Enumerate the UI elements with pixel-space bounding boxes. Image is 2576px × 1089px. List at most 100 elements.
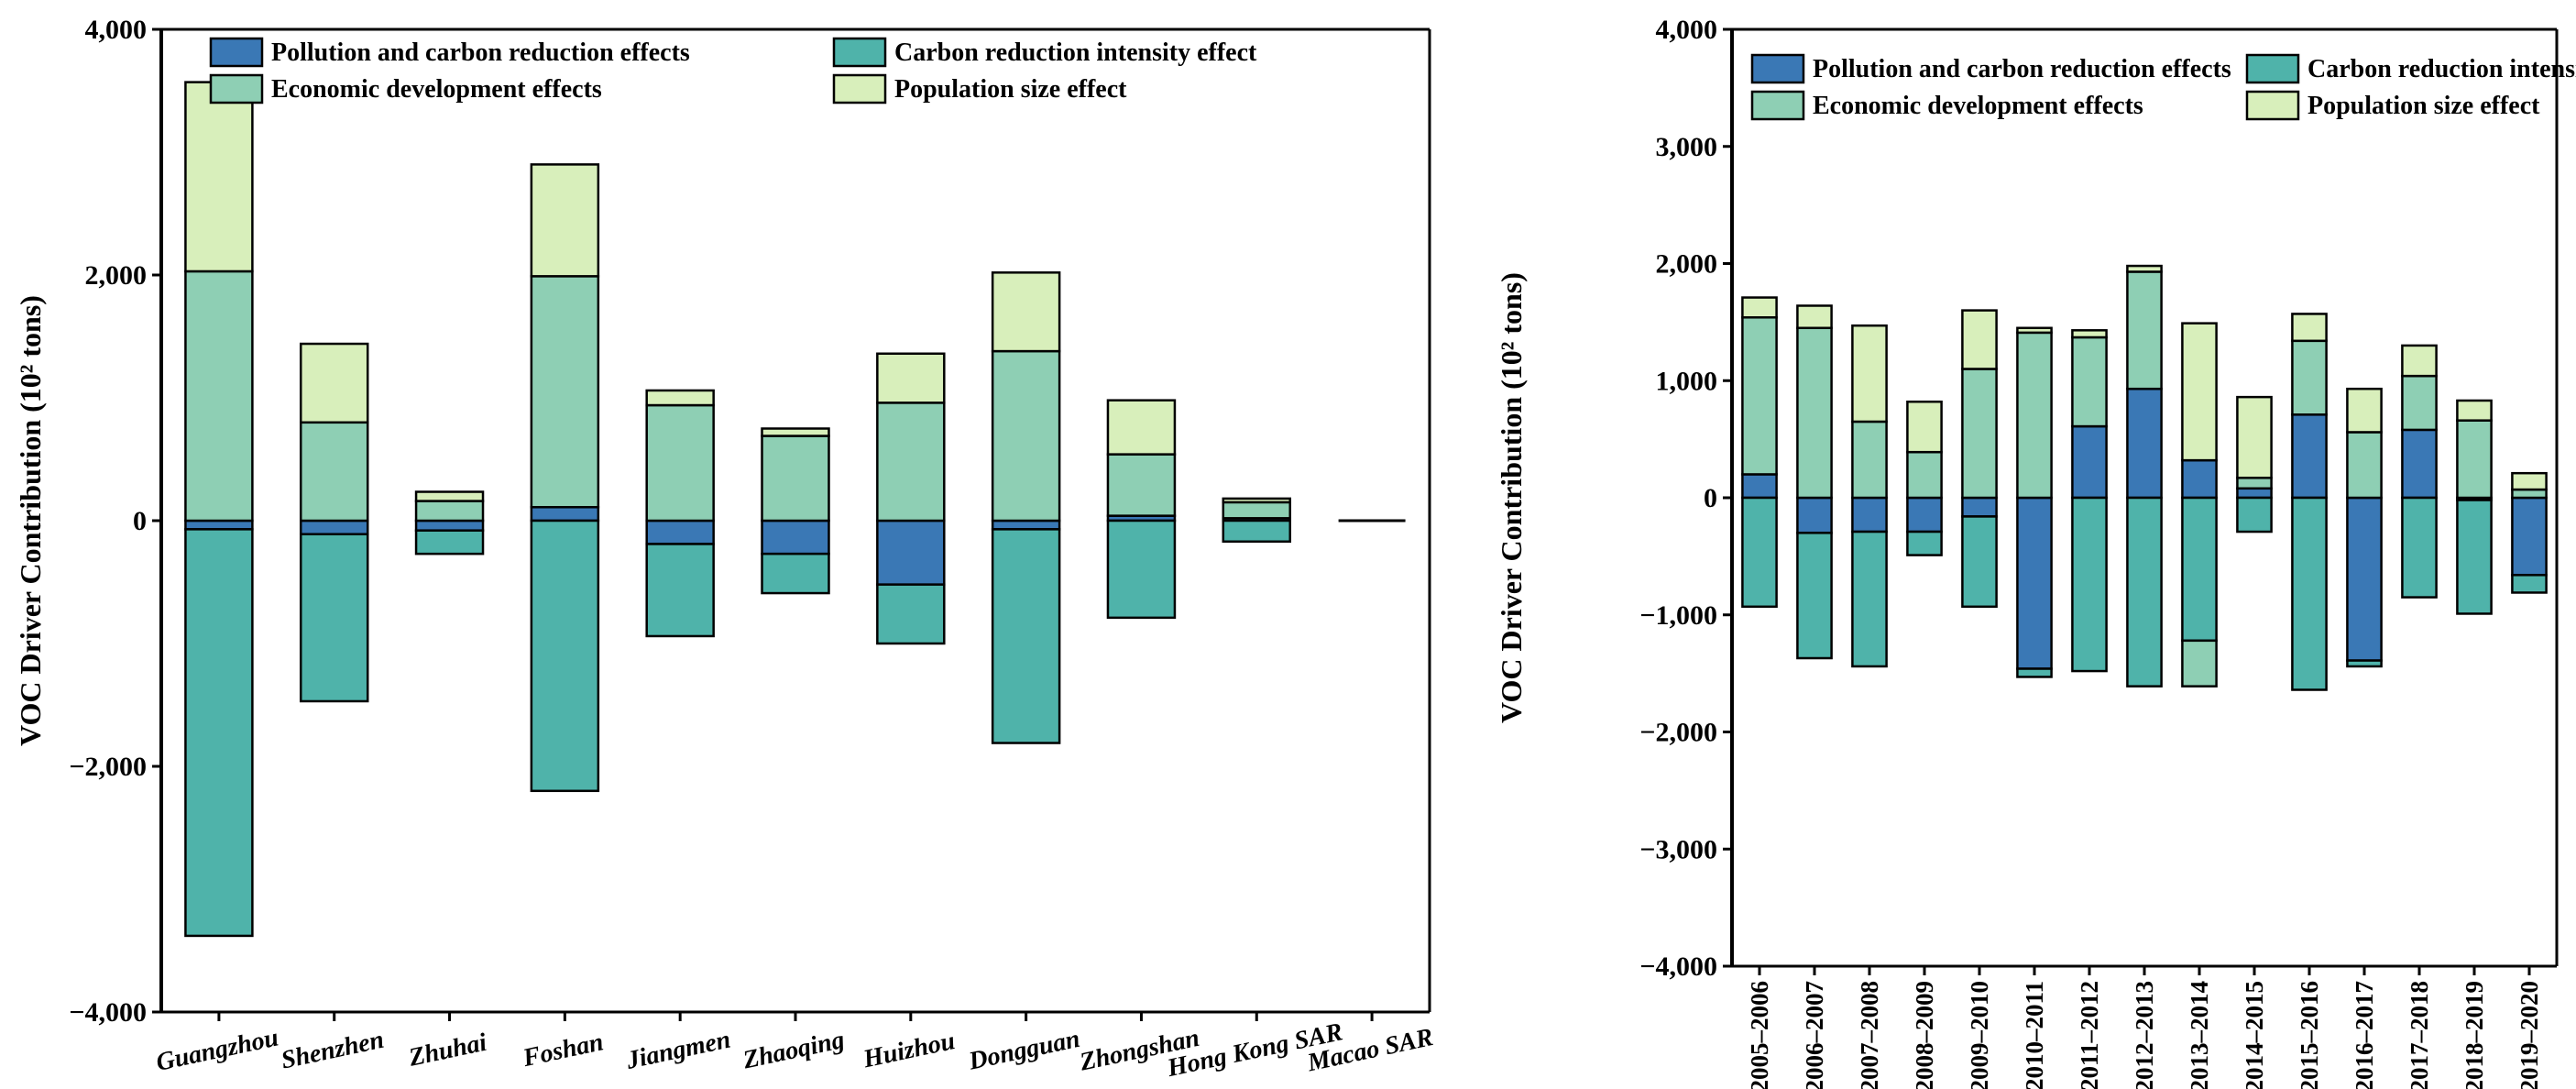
chart-by-city: −4,000 −2,000 0 2,000 4,000 VOC Driver Contri… [14,15,1436,1083]
x-tick-label: 2006–2007 [1801,981,1828,1089]
legend-label-economic: Economic development effects [271,75,602,104]
bar-population [530,163,600,278]
x-tick-label: Dongguan [966,1025,1083,1076]
bar-carbon [2126,496,2163,688]
bar-pollution [184,519,254,531]
bar-economic [414,500,485,522]
bar-population [184,81,254,273]
bar-economic [2126,270,2163,390]
bar-pollution [2291,413,2328,500]
bar-economic [530,275,600,509]
x-tick-label: Zhuhai [406,1028,489,1072]
bar-economic [1222,500,1292,520]
bar-economic [2456,419,2493,500]
legend-label-carbon: Carbon reduction intensity effect [2307,55,2576,83]
bar-economic [761,434,830,522]
x-tick-label: 2018–2019 [2461,981,2488,1089]
bar-pollution [2071,424,2108,500]
bar-population [2126,264,2163,273]
bar-carbon [645,543,715,638]
bar-pollution [2181,458,2218,500]
bar-carbon [1851,530,1888,668]
y-tick-label: 4,000 [1656,15,1718,45]
bar-population [2401,344,2438,378]
x-tick-label: 2016–2017 [2351,981,2378,1089]
legend-swatch-economic [1750,90,1805,121]
x-tick-label: Jiangmen [623,1026,733,1075]
bar-economic [2071,336,2108,428]
x-tick-label: 2012–2013 [2131,981,2158,1089]
bar-economic [1106,453,1177,517]
bar-carbon [2456,499,2493,615]
bar-carbon [1961,515,1998,609]
bar-carbon [299,533,369,703]
legend-swatch-carbon [832,37,887,68]
y-axis-label: VOC Driver Contribution (10² tons) [14,295,47,746]
y-tick-label: −1,000 [1639,600,1717,631]
bar-economic [299,421,369,522]
y-tick-label: 0 [1704,483,1717,513]
legend-swatch-pollution [209,37,264,68]
x-tick-label: 2009–2010 [1966,981,1993,1089]
bar-pollution [414,519,485,532]
bar-population [761,427,830,437]
y-tick-label: −2,000 [69,752,147,782]
bar-economic [2181,639,2218,688]
bar-pollution [2126,387,2163,500]
x-tick-label: Shenzhen [279,1026,387,1075]
legend-label-economic: Economic development effects [1813,92,2143,120]
y-axis-label: VOC Driver Contribution (10² tons) [1495,272,1528,723]
bar-economic [1851,420,1888,500]
legend-swatch-population [2245,90,2300,121]
y-tick-label: 2,000 [1656,249,1718,280]
bar-economic [2016,331,2053,500]
bar-pollution [1961,496,1998,518]
legend-swatch-pollution [1750,53,1805,84]
bar-carbon [2511,574,2548,594]
bar-carbon [1796,532,1833,660]
bar-economic [1796,326,1833,500]
bar-carbon [1741,496,1778,609]
bar-economic [2236,477,2273,490]
bar-population [2236,395,2273,479]
bar-economic [2291,339,2328,416]
legend: Pollution and carbon reduction effects Ca… [1750,53,2576,121]
bar-population [2181,322,2218,462]
bar-carbon [530,519,600,793]
bar-pollution [2511,496,2548,577]
x-tick-label: 2013–2014 [2186,981,2213,1089]
bar-population [2071,329,2108,339]
chart-by-period: −4,000 −3,000 −2,000 −1,000 0 1,000 2,000 3,000… [1495,15,2576,1089]
bar-carbon [2181,496,2218,643]
x-tick-label: 2017–2018 [2406,981,2433,1089]
x-tick-label: Zhaoqing [740,1026,847,1075]
bar-population [1106,399,1177,456]
bar-population [645,389,715,407]
bar-population [2346,387,2383,434]
x-tick-label: 2019–2020 [2516,981,2543,1089]
bar-carbon [184,528,254,938]
bar-carbon [2291,496,2328,691]
bar-carbon [761,552,830,595]
bar-pollution [1741,473,1778,500]
x-tick-label: 2011–2012 [2076,981,2103,1089]
bar-population [2016,326,2053,335]
x-tick-label: 2010–2011 [2021,981,2048,1089]
x-tick-label: Foshan [520,1028,606,1072]
legend: Pollution and carbon reduction effects Ca… [209,37,1257,104]
bar-population [1961,309,1998,370]
bar-carbon [991,528,1061,744]
bar-pollution [1796,496,1833,534]
bar-pollution [645,519,715,545]
y-tick-label: 4,000 [85,15,148,45]
bar-population [1906,400,1943,454]
y-tick-label: −2,000 [1639,718,1717,748]
x-tick-label: Guangzhou [154,1023,281,1076]
y-tick-label: −4,000 [1639,952,1717,982]
bar-carbon [2346,659,2383,668]
y-tick-label: −3,000 [1639,834,1717,864]
legend-swatch-economic [209,73,264,104]
legend-label-pollution: Pollution and carbon reduction effects [1813,55,2231,83]
legend-swatch-carbon [2245,53,2300,84]
bar-carbon [414,529,485,556]
